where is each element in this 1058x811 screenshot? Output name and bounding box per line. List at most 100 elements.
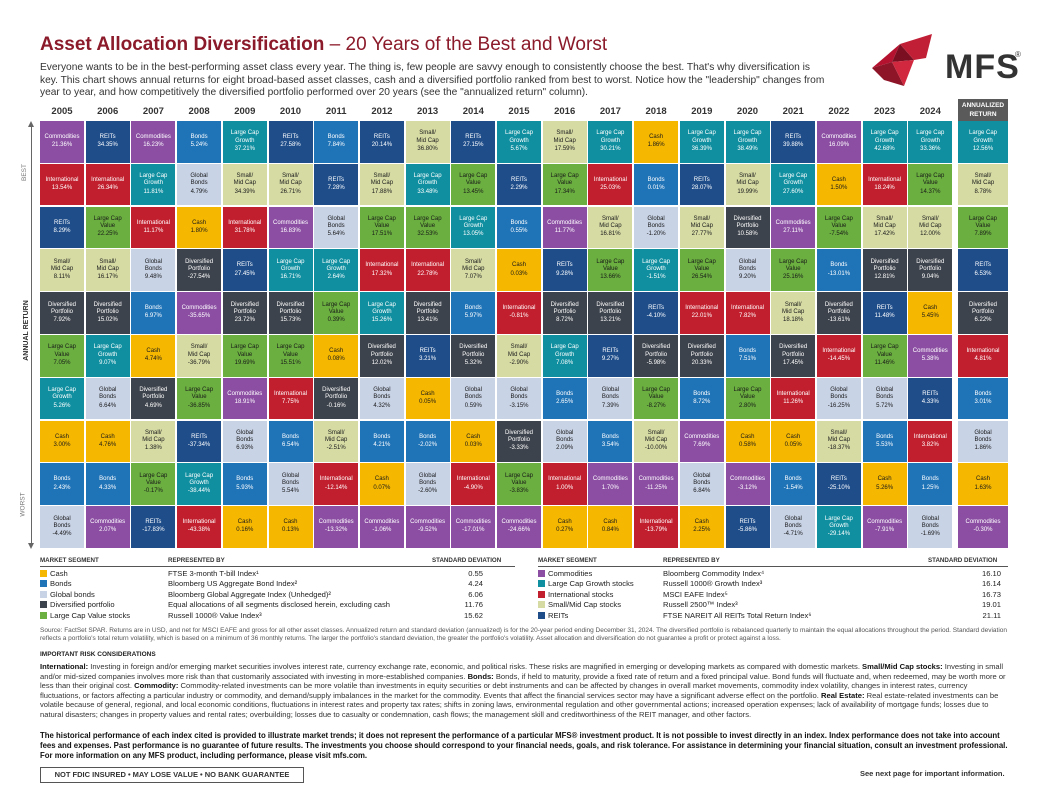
axis-line — [31, 125, 32, 545]
cell-return-value: 7.51% — [738, 356, 756, 363]
cell-segment-label: Commodities — [592, 476, 628, 483]
cell-return-value: 9.20% — [738, 274, 756, 281]
cell-segment-label: Growth — [143, 180, 164, 187]
cell-segment-label: Diversified — [47, 301, 76, 308]
cell-segment-label: Mid Cap — [690, 223, 713, 230]
cell-segment-label: Large Cap — [687, 130, 716, 137]
cell-2021-small-mid-cap: Small/Mid Cap 18.18% — [771, 292, 816, 334]
cell-segment-label: Large Cap — [733, 130, 762, 137]
cell-return-value: 6.97% — [144, 313, 162, 320]
cell-segment-label: Value — [877, 351, 893, 358]
cell-return-value: 1.86% — [647, 142, 665, 149]
cell-2024-commodities: Commodities 5.38% — [908, 335, 953, 377]
cell-2024-large-cap-growth: Large Cap Growth 33.36% — [908, 121, 953, 163]
cell-2009-small-mid-cap: Small/Mid Cap 34.39% — [222, 163, 267, 206]
legend-swatch — [40, 580, 47, 588]
cell-segment-label: Bonds — [556, 437, 574, 444]
cell-return-value: -7.54% — [829, 231, 849, 238]
cell-return-value: -43.38% — [187, 527, 211, 534]
cell-2005-large-cap-growth: Large Cap Growth 5.26% — [40, 377, 84, 420]
cell-return-value: 26.54% — [691, 274, 712, 281]
cell-segment-label: Small/ — [190, 344, 208, 351]
cell-segment-label: Small/ — [556, 130, 574, 137]
see-next-page: See next page for important information. — [860, 769, 1005, 778]
cell-return-value: 7.82% — [738, 313, 756, 320]
cell-2023-large-cap-growth: Large Cap Growth 42.68% — [862, 121, 907, 163]
cell-segment-label: Mid Cap — [827, 437, 851, 444]
cell-return-value: 6.54% — [281, 441, 299, 448]
cell-segment-label: Large Cap — [459, 173, 488, 180]
cell-return-value: 0.58% — [738, 441, 756, 448]
cell-2022-bonds: Bonds -13.01% — [816, 249, 861, 291]
cell-segment-label: Mid Cap — [873, 223, 896, 230]
cell-return-value: 8.72% — [556, 317, 574, 324]
cell-2019-large-cap-value: Large Cap Value 26.54% — [679, 249, 724, 291]
cell-segment-label: Value — [191, 394, 207, 401]
cell-return-value: 6.53% — [974, 270, 992, 277]
cell-2013-small-mid-cap: Small/Mid Cap 36.80% — [405, 121, 450, 163]
cell-segment-label: Large Cap — [93, 344, 122, 351]
cell-segment-label: REITs — [510, 176, 527, 183]
cell-2015-commodities: Commodities -24.66% — [497, 506, 541, 548]
cell-return-value: 6.93% — [236, 445, 254, 452]
cell-segment-label: Commodities — [181, 305, 217, 312]
cell-segment-label: Bonds — [738, 266, 756, 273]
cell-segment-label: REITs — [282, 134, 299, 141]
cell-return-value: 33.48% — [417, 188, 438, 195]
legend-row-bonds: Bonds Bloomberg US Aggregate Bond Index² 4… — [40, 579, 515, 589]
cell-return-value: 0.16% — [236, 527, 254, 534]
cell-2017-diversified-portfolio: Diversified Portfolio 13.21% — [588, 292, 633, 334]
cell-segment-label: Commodities — [638, 476, 674, 483]
cell-2006-large-cap-value: Large Cap Value 22.25% — [85, 206, 130, 249]
cell-return-value: 13.05% — [463, 231, 484, 238]
cell-return-value: 15.51% — [280, 359, 301, 366]
cell-return-value: -3.15% — [509, 402, 529, 409]
cell-return-value: 0.59% — [464, 402, 482, 409]
cell-2009-large-cap-growth: Large Cap Growth 37.21% — [222, 121, 267, 163]
cell-2014-diversified-portfolio: Diversified Portfolio 5.32% — [451, 335, 496, 377]
cell-segment-label: Portfolio — [50, 308, 73, 315]
cell-2021-large-cap-value: Large Cap Value 25.16% — [771, 249, 816, 291]
cell-segment-label: Large Cap — [504, 130, 534, 137]
cell-return-value: 0.27% — [556, 527, 574, 534]
cell-segment-label: Value — [922, 180, 938, 187]
risk-text: Investing in foreign and/or emerging mar… — [88, 662, 863, 671]
cell-2010-diversified-portfolio: Diversified Portfolio 15.73% — [268, 292, 313, 334]
cell-segment-label: Mid Cap — [279, 180, 302, 187]
legend-row-commodities: Commodities Bloomberg Commodity Index⁴ 16.… — [538, 569, 1008, 579]
cell-return-value: 5.26% — [53, 402, 71, 409]
legend-segment: Commodities — [548, 569, 593, 578]
cell-2017-bonds: Bonds 3.54% — [588, 420, 633, 463]
cell-2022-diversified-portfolio: Diversified Portfolio -13.61% — [816, 292, 861, 334]
cell-2012-bonds: Bonds 4.21% — [359, 420, 404, 463]
cell-segment-label: Large Cap — [367, 301, 396, 308]
cell-segment-label: Large Cap — [322, 258, 351, 265]
legend-segment: REITs — [548, 610, 569, 620]
year-label-2012: 2012 — [371, 106, 393, 117]
cell-return-value: -3.12% — [737, 484, 757, 491]
cell-segment-label: International — [685, 305, 719, 312]
legend-header-segment: MARKET SEGMENT — [40, 557, 99, 564]
year-label-2008: 2008 — [188, 106, 210, 117]
cell-segment-label: Small/ — [282, 173, 299, 180]
cell-2015-small-mid-cap: Small/Mid Cap -2.90% — [497, 335, 541, 377]
cell-return-value: 10.58% — [737, 231, 758, 238]
cell-2010-reits: REITs 27.58% — [268, 121, 313, 163]
cell-return-value: 27.45% — [234, 270, 255, 277]
cell-return-value: 9.04% — [921, 274, 939, 281]
cell-return-value: 8.11% — [53, 274, 71, 281]
cell-segment-label: Value — [100, 223, 116, 230]
cell-segment-label: Portfolio — [873, 266, 896, 273]
annualized-cell-commodities: Commodities -0.30% — [958, 506, 1008, 548]
cell-2006-reits: REITs 34.35% — [85, 121, 130, 163]
cell-2012-global-bonds: Global Bonds 4.32% — [359, 377, 404, 420]
cell-segment-label: Value — [420, 223, 436, 230]
cell-return-value: 12.00% — [920, 231, 941, 238]
cell-segment-label: Value — [694, 266, 710, 273]
cell-segment-label: Large Cap — [916, 173, 945, 180]
cell-segment-label: Value — [374, 223, 390, 230]
cell-segment-label: Cash — [649, 134, 664, 141]
cell-return-value: -13.32% — [325, 527, 348, 534]
cell-return-value: 6.84% — [693, 488, 711, 495]
cell-segment-label: Large Cap — [596, 130, 625, 137]
